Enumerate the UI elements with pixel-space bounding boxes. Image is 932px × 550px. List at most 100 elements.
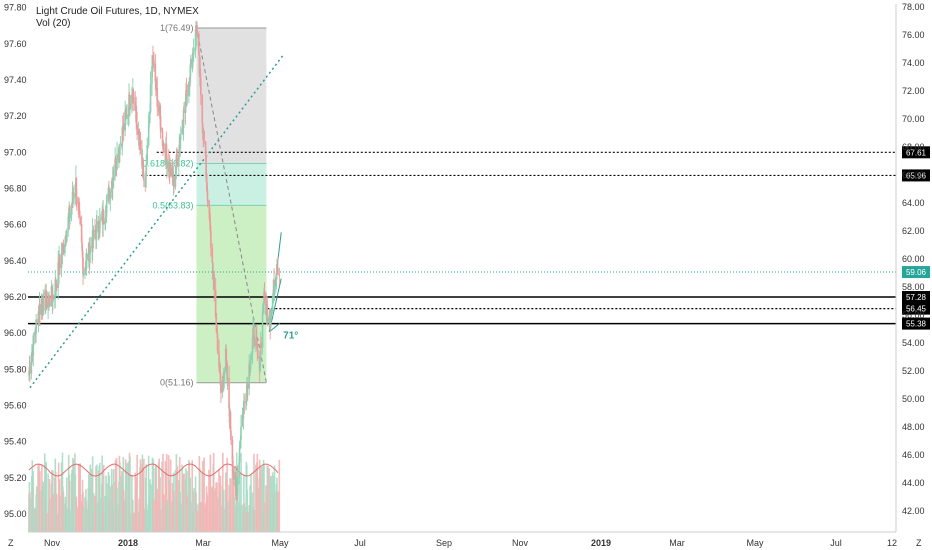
candle-body	[59, 264, 61, 268]
candle-body	[211, 262, 214, 280]
candle-body	[77, 199, 80, 205]
candle-body	[96, 221, 98, 225]
candle-body	[30, 361, 33, 374]
candle-body	[182, 128, 184, 133]
candle-body	[275, 273, 278, 280]
left-axis-tick: 96.00	[4, 328, 27, 338]
time-axis-tick: 2019	[591, 538, 611, 548]
volume-bar	[59, 495, 61, 532]
volume-indicator-label: Vol (20)	[36, 18, 70, 29]
candle-body	[179, 140, 182, 147]
left-axis-tick: 96.60	[4, 220, 27, 230]
volume-bar	[122, 490, 125, 532]
candle-body	[132, 89, 135, 98]
candle-body	[221, 380, 224, 393]
candle-body	[220, 385, 222, 393]
candle-body	[219, 373, 222, 386]
candle-body	[225, 348, 227, 360]
volume-bar	[42, 481, 45, 532]
volume-bar	[99, 498, 102, 532]
candle-body	[78, 210, 81, 218]
candle-body	[157, 106, 160, 112]
candle-body	[67, 215, 70, 218]
candle-body	[209, 222, 212, 232]
volume-bar	[159, 477, 161, 532]
volume-bar	[277, 491, 279, 532]
candle-body	[256, 337, 258, 344]
time-axis-tick: May	[271, 538, 289, 548]
zoom-right-icon[interactable]: Z	[916, 538, 922, 548]
candle-body	[64, 244, 66, 254]
volume-bar	[143, 458, 145, 532]
candle-body	[102, 210, 105, 225]
candle-body	[213, 274, 216, 290]
fib-zone-upper	[196, 27, 267, 164]
candle-body	[124, 110, 127, 114]
volume-bar	[151, 457, 154, 532]
zoom-left-icon[interactable]: Z	[8, 538, 14, 548]
left-axis-tick: 95.60	[4, 400, 27, 410]
price-label-box	[902, 302, 930, 315]
candle-body	[211, 247, 214, 263]
candle-body	[245, 384, 248, 400]
volume-bar	[253, 509, 256, 532]
volume-bar	[268, 468, 271, 532]
volume-bar	[163, 494, 165, 532]
candle-body	[105, 216, 107, 218]
candle-body	[111, 179, 114, 188]
volume-bar	[215, 482, 217, 532]
candle-body	[189, 64, 192, 82]
price-label-box	[902, 290, 930, 303]
right-axis-tick: 76.00	[902, 30, 925, 40]
candle-body	[218, 350, 220, 367]
candle-body	[269, 319, 272, 328]
left-axis-tick: 97.60	[4, 39, 27, 49]
candle-body	[35, 319, 38, 321]
candle-body	[203, 131, 205, 142]
candle-body	[114, 158, 117, 172]
candle-body	[76, 196, 78, 200]
candle-body	[163, 143, 165, 151]
left-axis-tick: 97.80	[4, 3, 27, 13]
candle-body	[54, 279, 57, 287]
candle-body	[258, 356, 261, 359]
current-price-box	[902, 266, 930, 279]
candle-body	[99, 219, 101, 234]
candle-body	[195, 29, 197, 32]
candle-body	[212, 273, 215, 275]
right-axis-tick: 64.00	[902, 198, 925, 208]
candle-body	[262, 311, 264, 313]
volume-bar	[162, 453, 164, 532]
candle-body	[33, 332, 36, 336]
candle-body	[147, 126, 150, 146]
volume-bar	[136, 454, 138, 532]
candle-body	[78, 207, 81, 211]
volume-bar	[222, 452, 224, 532]
candle-body	[259, 343, 262, 358]
candle-body	[260, 343, 262, 349]
candle-body	[128, 94, 131, 111]
candle-body	[186, 94, 188, 105]
candle-body	[70, 204, 73, 214]
volume-bar	[166, 453, 168, 532]
candle-body	[155, 80, 158, 89]
volume-bar	[145, 464, 148, 532]
candle-body	[126, 114, 128, 120]
volume-bar	[186, 495, 189, 532]
volume-bar	[129, 456, 131, 532]
chart-title: Light Crude Oil Futures, 1D, NYMEX	[36, 6, 199, 17]
candle-body	[161, 131, 164, 147]
candle-body	[198, 53, 201, 74]
volume-bar	[57, 462, 60, 532]
volume-bar	[208, 469, 210, 532]
candle-body	[243, 402, 245, 408]
candle-body	[32, 335, 35, 357]
candle-body	[84, 268, 86, 275]
candle-body	[277, 267, 279, 275]
candle-body	[86, 254, 88, 257]
volume-bar	[173, 491, 175, 532]
fib-level-label: 1(76.49)	[160, 23, 194, 33]
candle-body	[119, 143, 122, 145]
